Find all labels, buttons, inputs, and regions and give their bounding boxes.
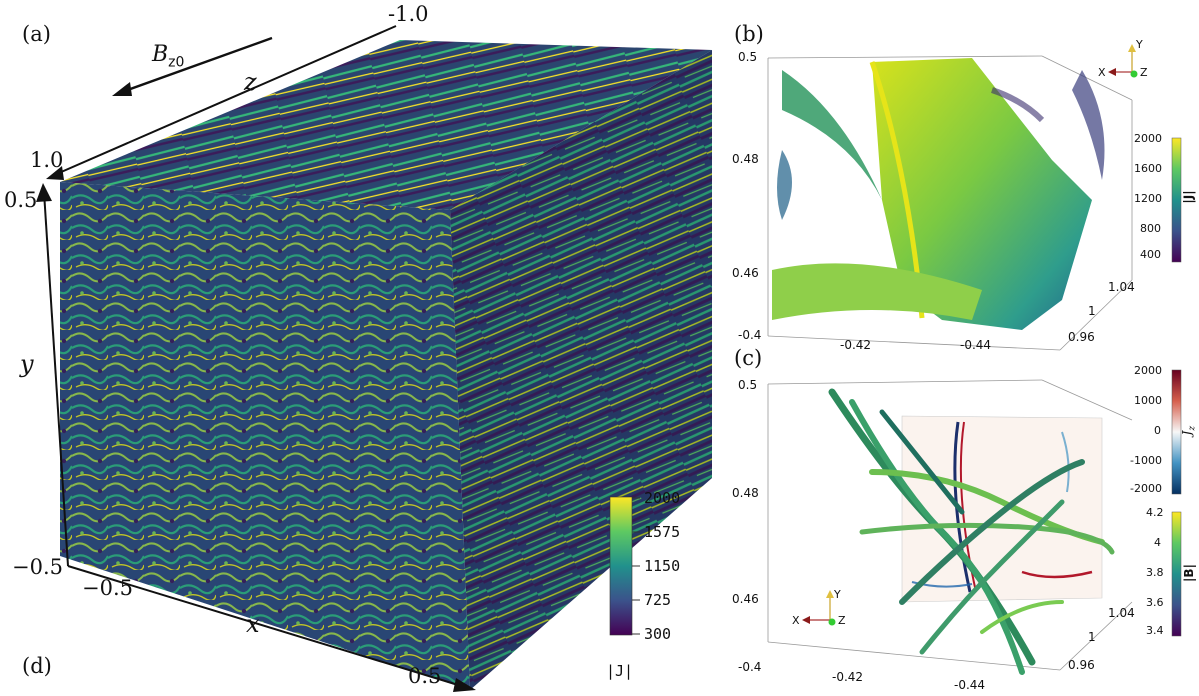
panel-c-xtick-1: -0.44: [954, 678, 986, 692]
panel-b-ytick-1: 0.48: [732, 152, 759, 166]
colorbar-jz-tick-0: 2000: [1134, 364, 1162, 377]
panel-b-graphic: [722, 0, 1199, 352]
panel-c-ytick-2: 0.46: [732, 592, 759, 606]
panel-c-xtick-0: -0.42: [832, 670, 864, 684]
colorbar-b-bar: [1171, 137, 1182, 263]
colorbar-bmag-tick-3: 3.6: [1146, 596, 1164, 609]
colorbar-jz-title: Jz: [1180, 425, 1198, 436]
panel-c: (c) 0.5 0.48 0.46 -0.4 -0.42 -0.44 1.04 …: [722, 346, 1199, 696]
y-min-label: −0.5: [12, 555, 63, 579]
panel-b-triad-x: X: [1098, 66, 1106, 79]
panel-c-triad-z: Z: [838, 614, 846, 627]
panel-b: (b) 0.5 0.48 0.46 -0.4 -0.42 -0.44 1.04 …: [722, 0, 1199, 352]
z-max-label: -1.0: [388, 2, 429, 26]
panel-b-ytick-0: 0.5: [738, 50, 758, 64]
colorbar-b-tick-4: 400: [1140, 248, 1161, 261]
panel-c-ztick-0: 1.04: [1108, 606, 1135, 620]
colorbar-jz-tick-2: 0: [1154, 424, 1161, 437]
current-sheet-lower: [772, 263, 982, 320]
panel-c-ytick-3: -0.4: [738, 660, 762, 674]
panel-a: (a) (d) Bz0 z -1.0 1.0 0.5 y −0.5 −0.5 x…: [4, 2, 712, 692]
cube-front-face: [60, 182, 470, 690]
colorbar-b-title: |J|: [1181, 190, 1196, 204]
colorbar-a-tick-4: 300: [644, 625, 672, 643]
colorbar-bmag-tick-1: 4: [1154, 536, 1161, 549]
panel-a-label: (a): [22, 22, 51, 46]
colorbar-b-tick-3: 800: [1140, 222, 1161, 235]
panel-b-ytick-2: 0.46: [732, 266, 759, 280]
z-axis-label: z: [244, 68, 257, 96]
colorbar-jz-tick-1: 1000: [1134, 394, 1162, 407]
panel-c-label: (c): [734, 346, 763, 370]
x-axis-label: x: [246, 610, 260, 638]
colorbar-jz-tick-4: -2000: [1130, 482, 1162, 495]
colorbar-a-title: |J|: [606, 662, 634, 680]
panel-b-triad-z: Z: [1140, 66, 1148, 79]
colorbar-a-tick-0: 2000: [644, 489, 681, 507]
z-axis-line: [51, 25, 397, 177]
panel-d-label: (d): [22, 654, 52, 678]
z-min-label: 1.0: [30, 148, 64, 172]
x-axis-line: [67, 565, 469, 689]
colorbar-a-bar: [609, 496, 633, 636]
colorbar-bmag-tick-2: 3.8: [1146, 566, 1164, 579]
colorbar-bmag-tick-4: 3.4: [1146, 624, 1164, 637]
y-max-label: 0.5: [4, 188, 38, 212]
panel-b-ztick-2: 0.96: [1068, 330, 1095, 344]
x-min-label: −0.5: [82, 576, 133, 600]
panel-b-xtick-0: -0.42: [840, 338, 872, 352]
panel-c-triad-y: Y: [834, 588, 841, 601]
panel-b-ztick-1: 1: [1088, 304, 1096, 318]
colorbar-a-tick-1: 1575: [644, 523, 681, 541]
x-max-label: 0.5: [408, 664, 442, 688]
colorbar-jz-bar: [1171, 369, 1182, 495]
panel-b-label: (b): [734, 22, 764, 46]
colorbar-b-tick-1: 1600: [1134, 162, 1162, 175]
colorbar-bmag-tick-0: 4.2: [1146, 506, 1164, 519]
panel-c-ztick-2: 0.96: [1068, 658, 1095, 672]
colorbar-a-tick-3: 725: [644, 591, 672, 609]
panel-c-ztick-1: 1: [1088, 630, 1096, 644]
panel-b-xtick-1: -0.44: [960, 338, 992, 352]
field-arrow: [121, 36, 273, 94]
panel-c-ytick-0: 0.5: [738, 378, 758, 392]
panel-b-triad-y: Y: [1136, 38, 1143, 51]
panel-c-triad-x: X: [792, 614, 800, 627]
colorbar-jz-tick-3: -1000: [1130, 454, 1162, 467]
cube-side-face: [450, 50, 712, 690]
y-axis-line: [43, 191, 69, 567]
panel-c-ytick-1: 0.48: [732, 486, 759, 500]
colorbar-bmag-bar: [1171, 511, 1182, 637]
magnetic-flux-tubes: [828, 388, 1115, 675]
panel-b-ytick-3: -0.4: [738, 328, 762, 342]
colorbar-b-tick-0: 2000: [1134, 132, 1162, 145]
panel-a-graphic: [36, 25, 712, 692]
current-sheet-main: [872, 58, 1092, 330]
field-label: Bz0: [152, 42, 185, 71]
cube-top-face: [60, 40, 712, 210]
colorbar-a-tick-2: 1150: [644, 557, 681, 575]
colorbar-b-tick-2: 1200: [1134, 192, 1162, 205]
panel-c-graphic: [722, 352, 1199, 696]
colorbar-bmag-title: |B|: [1181, 564, 1196, 582]
y-axis-label: y: [20, 350, 34, 378]
panel-b-ztick-0: 1.04: [1108, 280, 1135, 294]
